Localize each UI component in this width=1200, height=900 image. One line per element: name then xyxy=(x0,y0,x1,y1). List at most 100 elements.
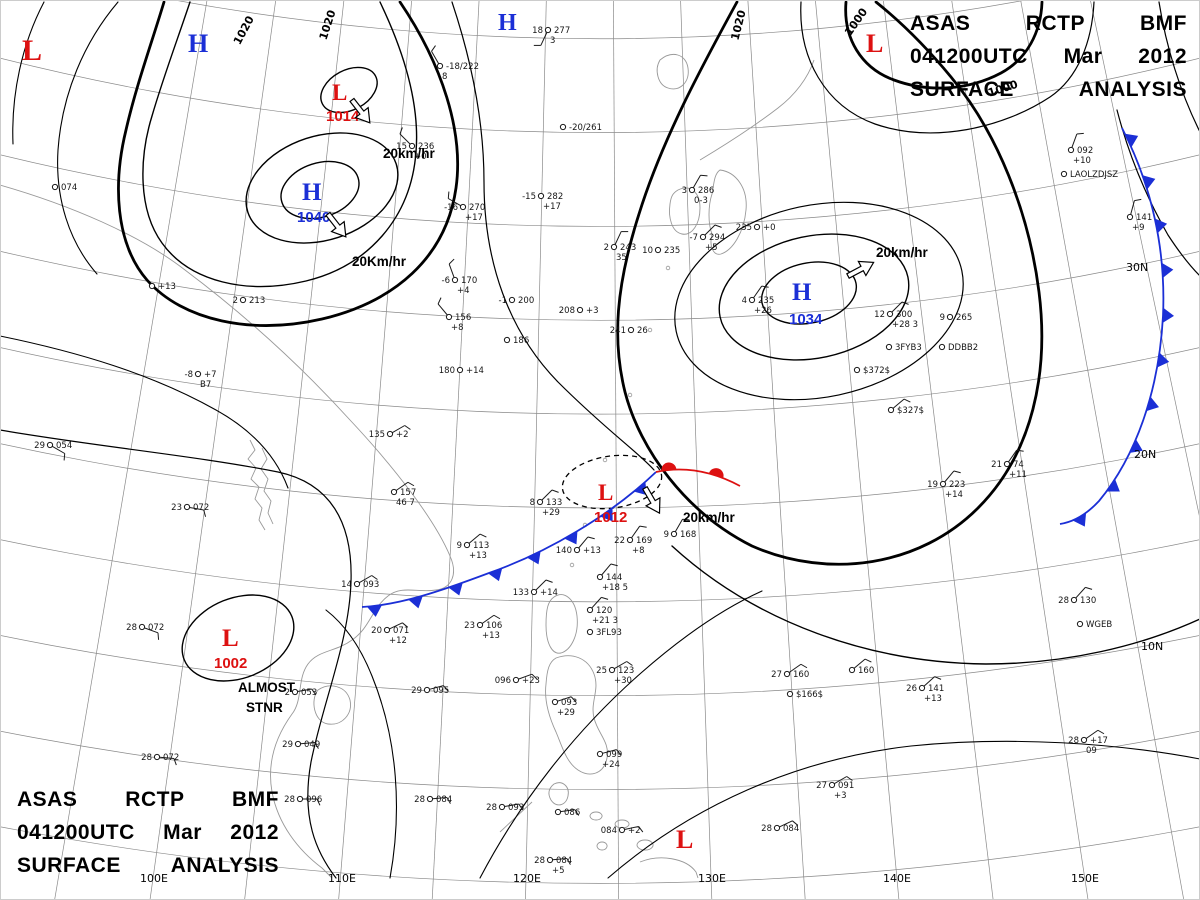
island xyxy=(569,562,575,568)
station-value: 4 xyxy=(742,296,747,306)
isobar xyxy=(671,545,1200,665)
latitude-label: 10N xyxy=(1141,640,1163,653)
wind-barb-feather xyxy=(1097,729,1105,735)
station-circle xyxy=(939,480,947,488)
station-value: +13 xyxy=(469,551,487,561)
wind-barb-feather xyxy=(574,809,580,816)
station-plot: 156+8 xyxy=(437,297,471,333)
station-circle xyxy=(148,282,156,290)
station-value: 235 xyxy=(736,223,752,233)
wind-barb xyxy=(535,579,547,591)
station-circle xyxy=(194,370,202,378)
station-circle xyxy=(596,750,604,758)
station-circle xyxy=(51,183,59,191)
wind-barb xyxy=(389,622,403,630)
station-circle xyxy=(938,343,946,351)
issue-time: 041200UTC Mar 2012 xyxy=(910,45,1187,68)
isobar xyxy=(718,233,910,361)
station-circle xyxy=(294,740,302,748)
pressure-center-high: H xyxy=(498,10,517,36)
pressure-center-low: L xyxy=(676,825,693,854)
wind-barb-feather xyxy=(601,596,609,600)
cold-front-triangle xyxy=(527,551,541,565)
station-circle xyxy=(654,246,662,254)
wind-arrow-icon xyxy=(325,211,347,238)
wind-barb xyxy=(614,231,622,245)
station-value: 135 xyxy=(369,430,385,440)
coastline xyxy=(545,655,608,775)
station-plot: 19 223+14 xyxy=(927,470,965,500)
cold-front xyxy=(1059,127,1175,527)
station-plot: -20/261 xyxy=(559,123,602,133)
station-circle xyxy=(918,684,926,692)
station-circle xyxy=(554,808,562,816)
wind-barb xyxy=(892,398,905,409)
station-value: +17 xyxy=(465,213,483,223)
station-value: 140 xyxy=(556,546,572,556)
station-value: +24 xyxy=(602,760,620,770)
station-value: 29 xyxy=(34,441,45,451)
station-value: 092 xyxy=(1077,146,1093,156)
station-value: 10 xyxy=(642,246,653,256)
station-circle xyxy=(596,573,604,581)
isobar xyxy=(245,132,399,244)
station-value: -15 xyxy=(522,192,536,202)
latitude-label: 30N xyxy=(1126,261,1148,274)
wind-barb-feather xyxy=(407,481,415,487)
cold-front-triangle xyxy=(366,605,382,617)
wind-barb-feather xyxy=(173,758,177,766)
station-value: +10 xyxy=(1073,156,1091,166)
station-plot: DDBB2 xyxy=(938,343,978,353)
station-plot: 099+24 xyxy=(596,749,622,770)
fronts xyxy=(361,127,1175,617)
station-plot: 135 +2 xyxy=(369,425,411,440)
pressure-center-high: H xyxy=(188,29,208,58)
longitude-label: 130E xyxy=(698,872,726,885)
wind-barb-feather xyxy=(638,826,644,833)
isobar xyxy=(12,1,45,145)
station-circle xyxy=(1067,146,1075,154)
pressure-center-letter: L xyxy=(866,29,883,58)
station-value: 270 xyxy=(469,203,485,213)
station-value: +3 xyxy=(586,306,599,316)
station-value: 049 xyxy=(304,740,320,750)
warm-front xyxy=(655,462,741,487)
cold-front-triangle xyxy=(1162,307,1175,323)
wind-speed-label: 20km/hr xyxy=(383,146,436,161)
station-circle xyxy=(551,698,559,706)
longitude-line xyxy=(1089,0,1200,521)
station-circle xyxy=(386,430,394,438)
station-circle xyxy=(46,441,54,449)
station-circle xyxy=(1003,460,1011,468)
station-plot: 15 236+0 xyxy=(396,127,434,162)
station-plot: 28 084 xyxy=(761,820,799,834)
wind-barb xyxy=(431,51,440,64)
isobar xyxy=(1158,1,1200,133)
station-value: 113 xyxy=(473,541,489,551)
isobar xyxy=(674,201,964,401)
wind-arrow-annotation: 20Km/hr xyxy=(325,211,407,269)
station-value: +17 xyxy=(543,202,561,212)
wind-barb xyxy=(399,133,411,145)
station-plot: 9 168 xyxy=(664,518,696,540)
station-value: 14 xyxy=(341,580,352,590)
station-circle xyxy=(530,588,538,596)
longitude-line xyxy=(882,0,994,900)
station-value: 141 xyxy=(928,684,944,694)
wind-barb xyxy=(624,825,639,830)
station-value: 15 xyxy=(396,142,407,152)
station-circle xyxy=(1080,736,1088,744)
station-plot: 096 +23 xyxy=(495,673,540,686)
station-value: +2 xyxy=(396,430,409,440)
cold-front-triangle xyxy=(1125,133,1139,148)
station-value: 29 xyxy=(282,740,293,750)
wind-barb xyxy=(557,696,572,702)
station-value: 235 xyxy=(758,296,774,306)
station-plot: -15 282+17 xyxy=(522,192,563,212)
station-plot: 084 +2 xyxy=(601,825,644,836)
wind-barb xyxy=(541,489,553,501)
station-value: 072 xyxy=(148,623,164,633)
